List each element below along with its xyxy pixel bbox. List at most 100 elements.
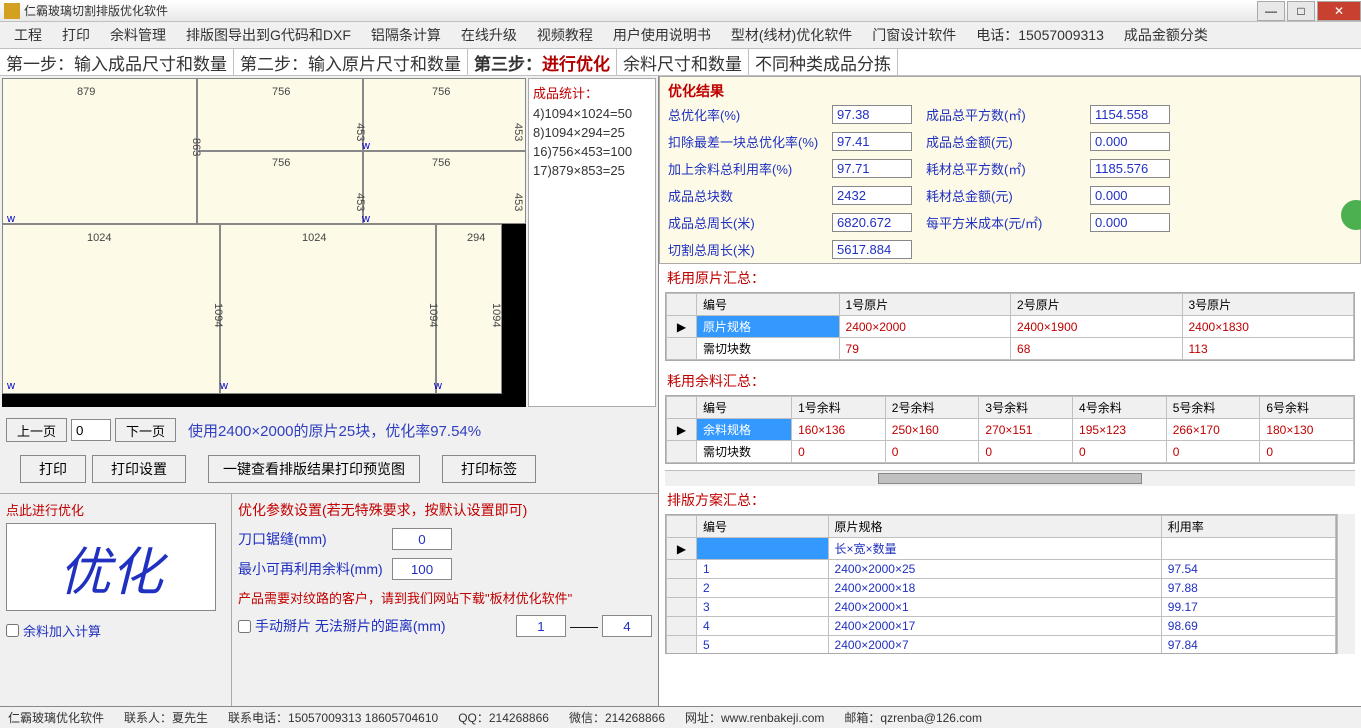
titlebar: 仁霸玻璃切割排版优化软件 — □ ✕	[0, 0, 1361, 22]
table-cell: 68	[1011, 338, 1182, 360]
include-remnant-box[interactable]	[6, 624, 19, 637]
diagram-dim-label: 863	[190, 138, 202, 156]
tab-bar: 第一步：输入成品尺寸和数量第二步：输入原片尺寸和数量第三步：进行优化余料尺寸和数…	[0, 48, 1361, 76]
menu-item[interactable]: 型材(线材)优化软件	[731, 25, 852, 45]
col-header: 编号	[697, 516, 829, 538]
minreuse-label: 最小可再利用余料(mm)	[238, 559, 388, 579]
stats-row: 4)1094×1024=50	[533, 106, 651, 121]
menu-item[interactable]: 工程	[14, 25, 42, 45]
rem-hscrollbar[interactable]	[665, 470, 1355, 486]
result-title: 优化结果	[668, 81, 1352, 101]
kerf-input[interactable]	[392, 528, 452, 550]
menu-item[interactable]: 视频教程	[537, 25, 593, 45]
table-cell: 0	[979, 441, 1073, 463]
tab[interactable]: 不同种类成品分拣	[749, 49, 898, 75]
tab[interactable]: 余料尺寸和数量	[617, 49, 749, 75]
status-wechat: 微信：214268866	[569, 709, 665, 726]
optimize-link[interactable]: 点此进行优化	[6, 500, 225, 519]
col-header	[667, 294, 697, 316]
table-cell: 2400×2000	[839, 316, 1010, 338]
minimize-button[interactable]: —	[1257, 1, 1285, 21]
col-header: 1号余料	[792, 397, 886, 419]
left-pane: 8797567568634534537567564534531024102429…	[0, 76, 658, 706]
row-selector[interactable]	[667, 441, 697, 463]
table-cell: 195×123	[1073, 419, 1167, 441]
manual-break-checkbox[interactable]: 手动掰片 无法掰片的距离(mm)	[238, 616, 446, 636]
col-header: 编号	[697, 397, 792, 419]
menu-item[interactable]: 电话：15057009313	[976, 25, 1104, 45]
table-cell: 79	[839, 338, 1010, 360]
row-selector[interactable]: ▶	[667, 316, 697, 338]
manual-min-input[interactable]	[516, 615, 566, 637]
row-selector[interactable]	[667, 338, 697, 360]
plan-spec: 2400×2000×25	[828, 560, 1161, 579]
menu-item[interactable]: 在线升级	[461, 25, 517, 45]
plan-vscrollbar[interactable]	[1337, 514, 1355, 654]
col-header: 2号余料	[885, 397, 979, 419]
right-pane: 优化结果 总优化率(%)97.38成品总平方数(㎡)1154.558扣除最差一块…	[658, 76, 1361, 706]
menu-item[interactable]: 门窗设计软件	[872, 25, 956, 45]
row-selector[interactable]: ▶	[667, 419, 697, 441]
plan-summary-title: 排版方案汇总：	[659, 486, 1361, 514]
result-label: 成品总块数	[668, 186, 828, 205]
result-value: 1154.558	[1090, 105, 1170, 124]
col-header: 编号	[697, 294, 840, 316]
tab[interactable]: 第一步：输入成品尺寸和数量	[0, 49, 234, 75]
stats-row: 17)879×853=25	[533, 163, 651, 178]
diagram-w-label: w	[362, 140, 370, 152]
menu-item[interactable]: 余料管理	[110, 25, 166, 45]
print-button[interactable]: 打印	[20, 455, 86, 483]
tab[interactable]: 第二步：输入原片尺寸和数量	[234, 49, 468, 75]
diagram-dim-label: 1094	[490, 303, 502, 327]
menu-item[interactable]: 成品金额分类	[1124, 25, 1208, 45]
print-row: 打印 打印设置 一键查看排版结果打印预览图 打印标签	[0, 451, 658, 487]
stats-title: 成品统计：	[533, 83, 651, 102]
row-selector[interactable]: ▶	[667, 538, 697, 560]
print-setting-button[interactable]: 打印设置	[92, 455, 186, 483]
table-cell: 0	[1260, 441, 1354, 463]
diagram-dim-label: 756	[272, 157, 290, 169]
status-web: 网址：www.renbakeji.com	[685, 709, 824, 726]
include-remnant-checkbox[interactable]: 余料加入计算	[6, 621, 225, 640]
col-header: 3号余料	[979, 397, 1073, 419]
diagram-dim-label: 879	[77, 86, 95, 98]
next-page-button[interactable]: 下一页	[115, 418, 176, 442]
param-panel: 优化参数设置(若无特殊要求，按默认设置即可) 刀口锯缝(mm) 最小可再利用余料…	[232, 494, 658, 706]
table-cell: 180×130	[1260, 419, 1354, 441]
param-note: 产品需要对纹路的客户，请到我们网站下载"板材优化软件"	[238, 588, 652, 607]
menu-item[interactable]: 铝隔条计算	[371, 25, 441, 45]
prev-page-button[interactable]: 上一页	[6, 418, 67, 442]
page-input[interactable]	[71, 419, 111, 441]
menu-item[interactable]: 用户使用说明书	[613, 25, 711, 45]
table-cell: 270×151	[979, 419, 1073, 441]
menu-item[interactable]: 打印	[62, 25, 90, 45]
close-button[interactable]: ✕	[1317, 1, 1361, 21]
print-label-button[interactable]: 打印标签	[442, 455, 536, 483]
optimize-big-button[interactable]: 优化	[6, 523, 216, 611]
param-title: 优化参数设置(若无特殊要求，按默认设置即可)	[238, 500, 652, 520]
manual-max-input[interactable]	[602, 615, 652, 637]
plan-summary-table: 编号原片规格利用率▶长×宽×数量12400×2000×2597.5422400×…	[665, 514, 1337, 654]
plan-num: 2	[697, 579, 829, 598]
stats-row: 8)1094×294=25	[533, 125, 651, 140]
plan-rate: 97.84	[1161, 636, 1335, 655]
plan-num: 4	[697, 617, 829, 636]
preview-button[interactable]: 一键查看排版结果打印预览图	[208, 455, 420, 483]
col-header: 3号原片	[1182, 294, 1354, 316]
tab[interactable]: 第三步：进行优化	[468, 49, 617, 75]
result-value: 5617.884	[832, 240, 912, 259]
manual-break-box[interactable]	[238, 620, 251, 633]
result-label: 成品总金额(元)	[926, 132, 1086, 151]
col-header: 2号原片	[1011, 294, 1182, 316]
diagram-dim-label: 453	[354, 123, 366, 141]
row-header: 原片规格	[697, 316, 840, 338]
minreuse-input[interactable]	[392, 558, 452, 580]
menubar: 工程打印余料管理排版图导出到G代码和DXF 铝隔条计算在线升级视频教程用户使用说明…	[0, 22, 1361, 48]
menu-item[interactable]: 排版图导出到G代码和DXF	[186, 25, 351, 45]
diagram-piece	[220, 224, 436, 394]
diagram-dim-label: 453	[512, 123, 524, 141]
pager-row: 上一页 下一页 使用2400×2000的原片25块，优化率97.54%	[0, 415, 658, 445]
maximize-button[interactable]: □	[1287, 1, 1315, 21]
result-value: 6820.672	[832, 213, 912, 232]
result-value: 0.000	[1090, 213, 1170, 232]
